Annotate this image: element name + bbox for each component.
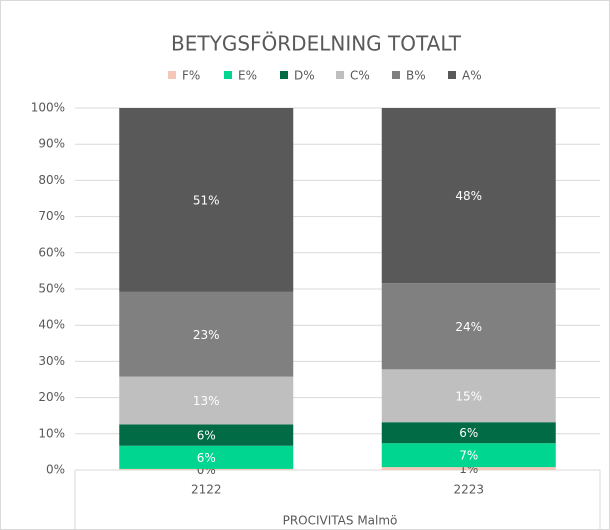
y-tick-label: 90% — [38, 137, 65, 151]
data-label: 23% — [193, 328, 220, 342]
legend-label: C% — [350, 69, 370, 83]
data-label: 6% — [197, 429, 216, 443]
x-group-label: PROCIVITAS Malmö — [283, 514, 398, 528]
legend-label: A% — [462, 69, 482, 83]
bar-segment — [381, 369, 556, 423]
bar-segment — [119, 424, 294, 446]
legend-swatch — [392, 71, 400, 79]
bar-segment — [119, 445, 294, 469]
y-tick-label: 30% — [38, 354, 65, 368]
data-label: 6% — [197, 451, 216, 465]
bar-segment — [119, 108, 294, 292]
chart-title: BETYGSFÖRDELNING TOTALT — [171, 32, 462, 56]
legend-swatch — [336, 71, 344, 79]
legend-swatch — [224, 71, 232, 79]
x-tick-label: 2122 — [191, 483, 222, 497]
y-tick-label: 100% — [31, 101, 65, 115]
y-tick-label: 70% — [38, 209, 65, 223]
data-label: 6% — [459, 426, 478, 440]
data-label: 13% — [193, 394, 220, 408]
bar-segment — [381, 467, 556, 470]
data-label: 7% — [459, 449, 478, 463]
bar-segment — [381, 283, 556, 370]
bar-segment — [381, 422, 556, 444]
legend-label: E% — [238, 69, 257, 83]
legend-label: B% — [406, 69, 426, 83]
data-label: 24% — [455, 320, 482, 334]
data-label: 15% — [455, 389, 482, 403]
y-tick-label: 40% — [38, 318, 65, 332]
bar-segment — [119, 291, 294, 377]
y-tick-label: 20% — [38, 390, 65, 404]
x-tick-label: 2223 — [453, 483, 484, 497]
bar-segment — [119, 376, 294, 425]
y-tick-label: 80% — [38, 173, 65, 187]
legend-label: D% — [294, 69, 315, 83]
legend-label: F% — [182, 69, 200, 83]
data-label: 48% — [455, 189, 482, 203]
bar-segment — [381, 108, 556, 284]
y-tick-label: 50% — [38, 282, 65, 296]
bar-segment — [119, 468, 294, 470]
y-tick-label: 0% — [46, 463, 65, 477]
legend-swatch — [280, 71, 288, 79]
legend-swatch — [168, 71, 176, 79]
y-tick-label: 60% — [38, 245, 65, 259]
y-tick-label: 10% — [38, 426, 65, 440]
data-label: 51% — [193, 193, 220, 207]
bar-segment — [381, 443, 556, 468]
legend-swatch — [448, 71, 456, 79]
